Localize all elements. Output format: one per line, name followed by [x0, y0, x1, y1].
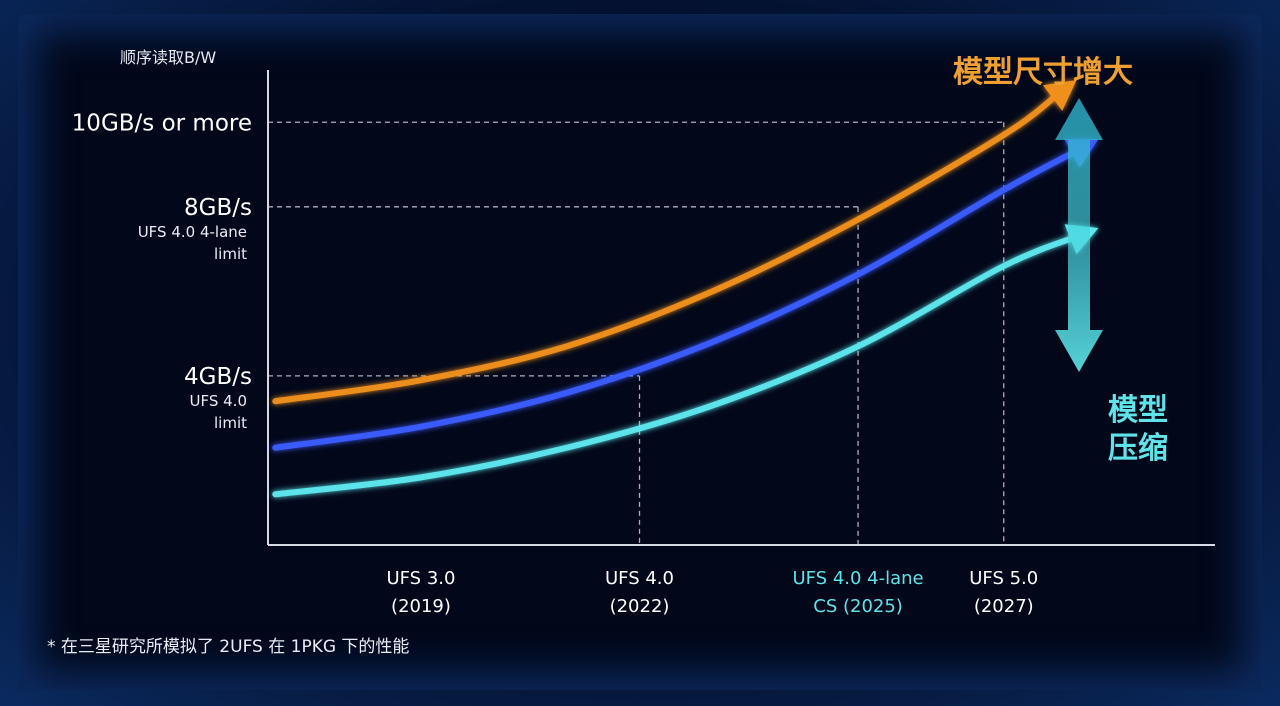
- x-tick-label-2-0: UFS 4.0 4-lane: [792, 568, 923, 589]
- series-line-1: [272, 146, 1083, 451]
- x-tick-label-0-1: (2019): [391, 596, 451, 617]
- y-tick-label-0: 10GB/s or more: [72, 110, 252, 136]
- x-tick-label-2-1: CS (2025): [813, 596, 903, 617]
- x-tick-label-3-0: UFS 5.0: [969, 568, 1038, 589]
- x-tick-label-1-0: UFS 4.0: [605, 568, 674, 589]
- y-tick-label-2: 4GB/s: [184, 364, 252, 390]
- series-line-2: [272, 232, 1082, 498]
- y-tick-note-1-1: limit: [214, 245, 247, 263]
- y-tick-label-1: 8GB/s: [184, 195, 252, 221]
- series-0: [272, 80, 1077, 405]
- y-tick-note-1-0: UFS 4.0 4-lane: [138, 223, 247, 241]
- y-tick-note-2-0: UFS 4.0: [190, 392, 248, 410]
- series-line-0: [272, 89, 1063, 405]
- footnote: * 在三星研究所模拟了 2UFS 在 1PKG 下的性能: [47, 637, 409, 657]
- annotation-model-compression-1: 压缩: [1108, 431, 1168, 466]
- y-tick-note-2-1: limit: [214, 414, 247, 432]
- series-2: [272, 224, 1099, 498]
- chart-panel: [18, 14, 1262, 690]
- x-tick-label-3-1: (2027): [974, 596, 1034, 617]
- x-tick-label-0-0: UFS 3.0: [386, 568, 455, 589]
- annotation-model-size-increase: 模型尺寸增大: [953, 55, 1133, 90]
- annotation-model-compression-0: 模型: [1108, 393, 1168, 428]
- y-axis-title: 顺序读取B/W: [120, 48, 216, 67]
- x-tick-label-1-1: (2022): [610, 596, 670, 617]
- series-1: [272, 139, 1099, 451]
- double-arrow-icon: [1055, 98, 1103, 372]
- double-arrow-shape: [1055, 98, 1103, 372]
- series-arrowhead-0: [1043, 80, 1077, 111]
